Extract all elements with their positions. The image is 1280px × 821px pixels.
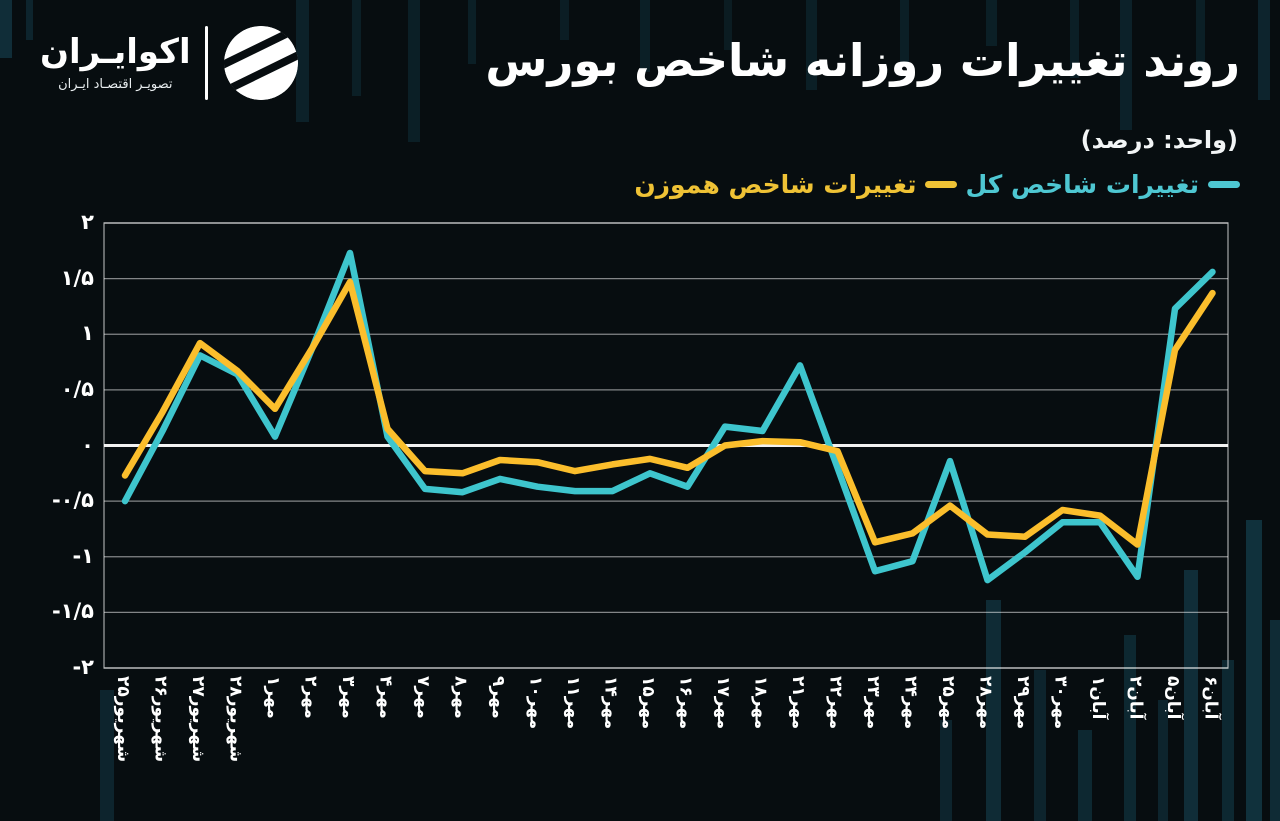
- y-tick-label: ۰/۵: [60, 376, 94, 401]
- x-tick-label: آبان۶: [1200, 676, 1221, 720]
- legend-item-equal-weight-index: تغییرات شاخص هموزن: [634, 170, 958, 199]
- x-tick-label: آبان۲: [1125, 676, 1146, 720]
- y-tick-label: -۲: [72, 655, 94, 679]
- y-tick-label: ۰: [81, 432, 94, 457]
- brand-tagline: تصویـر اقتصـاد ایـران: [58, 77, 173, 93]
- x-tick-label: شهریور۲۶: [150, 676, 171, 763]
- x-tick-label: مهر۲۵: [938, 676, 958, 730]
- brand-block: اکوایـران تصویـر اقتصـاد ایـران: [40, 24, 300, 102]
- y-tick-label: ۱/۵: [60, 265, 94, 290]
- legend-dash-total-index-icon: [1208, 181, 1240, 188]
- unit-subtitle: (واحد: درصد): [1080, 126, 1238, 154]
- y-tick-label: -۰/۵: [51, 488, 94, 513]
- x-tick-label: مهر۱۵: [638, 676, 658, 730]
- brand-text: اکوایـران تصویـر اقتصـاد ایـران: [40, 31, 191, 93]
- x-tick-label: مهر۹: [488, 676, 508, 719]
- x-tick-label: مهر۲: [300, 676, 321, 719]
- legend-label-equal-weight: تغییرات شاخص هموزن: [634, 170, 917, 199]
- x-tick-label: مهر۱۶: [675, 676, 696, 730]
- chart-legend: تغییرات شاخص کل تغییرات شاخص هموزن: [634, 170, 1240, 199]
- x-tick-label: مهر۷: [413, 676, 433, 719]
- x-tick-label: مهر۱۴: [600, 676, 621, 730]
- x-tick-label: مهر۲۹: [1013, 676, 1033, 730]
- x-tick-label: آبان۱: [1088, 676, 1108, 720]
- x-tick-label: شهریور۲۵: [113, 676, 133, 763]
- x-tick-label: مهر۳: [338, 676, 358, 719]
- x-tick-label: مهر۴: [375, 676, 396, 719]
- legend-dash-equal-weight-icon: [925, 181, 958, 188]
- x-tick-label: شهریور۲۷: [188, 676, 208, 763]
- legend-item-total-index: تغییرات شاخص کل: [965, 170, 1240, 199]
- x-tick-label: مهر۲۳: [863, 676, 883, 730]
- x-tick-label: مهر۱۸: [750, 676, 771, 730]
- x-tick-label: مهر۲۴: [900, 676, 921, 730]
- brand-divider: [204, 26, 208, 100]
- page-title: روند تغییرات روزانه شاخص بورس: [485, 34, 1240, 87]
- x-tick-label: مهر۱۷: [713, 676, 733, 730]
- x-tick-label: مهر۲۲: [825, 676, 846, 730]
- brand-name: اکوایـران: [40, 31, 191, 72]
- legend-label-total-index: تغییرات شاخص کل: [965, 170, 1199, 199]
- y-tick-label: ۲: [81, 210, 94, 234]
- x-tick-label: مهر۱۰: [525, 676, 546, 730]
- y-tick-label: ۱: [81, 321, 94, 346]
- y-tick-label: -۱: [72, 543, 94, 568]
- x-tick-label: شهریور۲۸: [225, 676, 246, 763]
- x-tick-label: مهر۱: [263, 676, 283, 719]
- x-tick-label: مهر۳۰: [1050, 676, 1071, 730]
- x-tick-label: مهر۱۱: [563, 676, 583, 730]
- x-tick-label: مهر۸: [450, 676, 471, 719]
- ecoiran-logo-icon: [223, 25, 298, 101]
- x-tick-label: آبان۵: [1163, 676, 1183, 720]
- x-tick-label: مهر۲۱: [788, 676, 808, 730]
- y-tick-label: -۱/۵: [51, 599, 94, 624]
- x-tick-label: مهر۲۸: [975, 676, 996, 730]
